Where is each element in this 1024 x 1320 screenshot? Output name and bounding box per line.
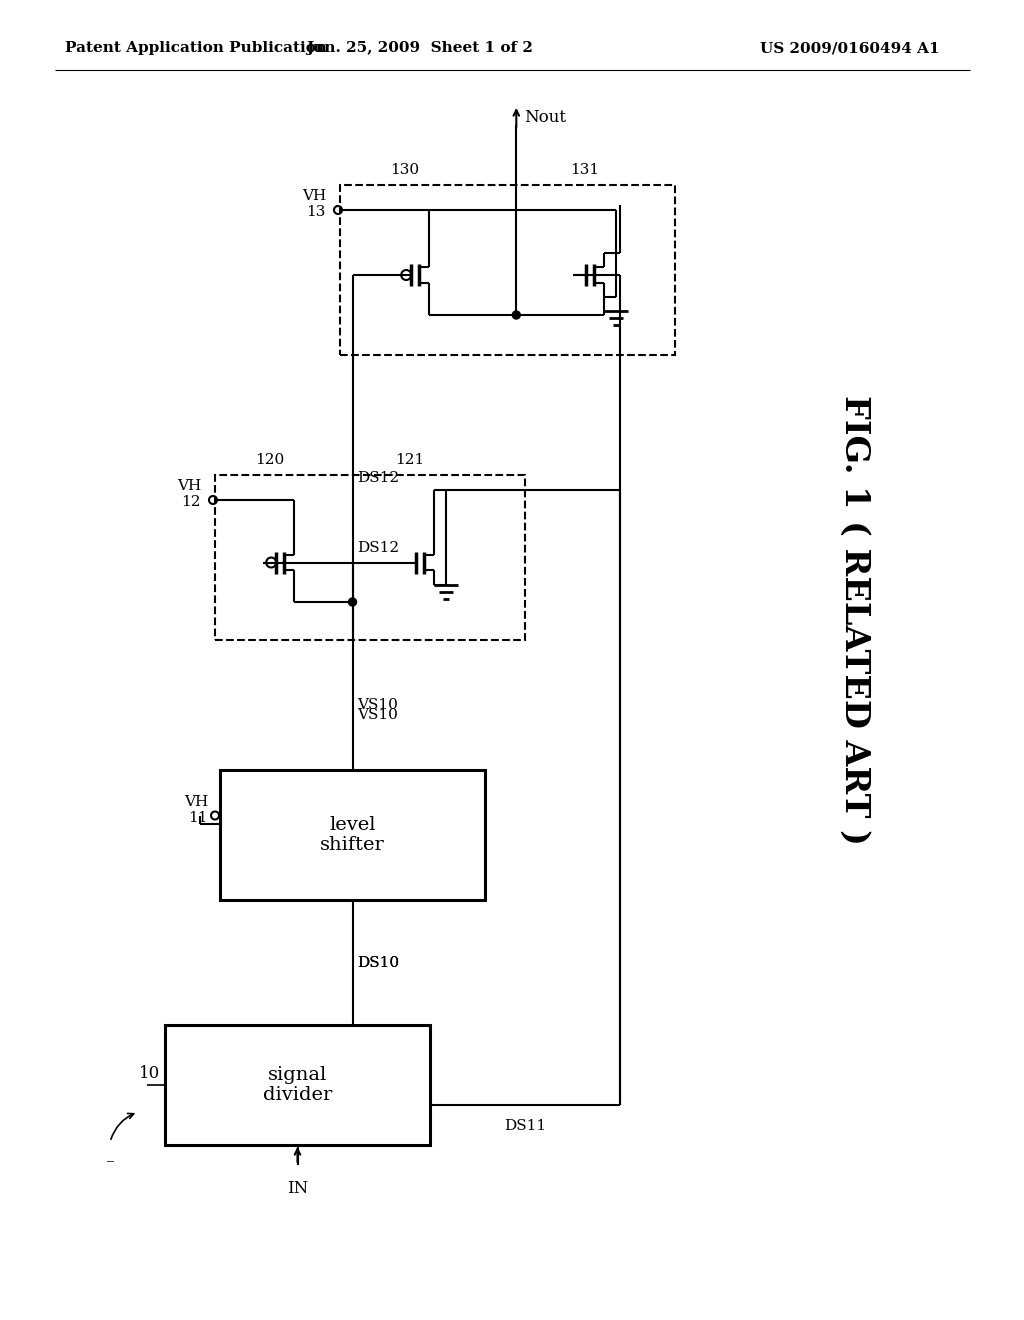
Text: 130: 130 — [390, 162, 420, 177]
Text: Jun. 25, 2009  Sheet 1 of 2: Jun. 25, 2009 Sheet 1 of 2 — [306, 41, 534, 55]
Bar — [220, 770, 485, 900]
Text: 120: 120 — [255, 453, 285, 467]
Text: 11: 11 — [188, 810, 208, 825]
Circle shape — [512, 312, 520, 319]
Text: level
shifter: level shifter — [321, 816, 385, 854]
Text: IN: IN — [287, 1180, 308, 1197]
Bar — [340, 185, 675, 355]
Text: DS10: DS10 — [357, 956, 399, 970]
Text: VH: VH — [302, 189, 326, 203]
Text: signal
divider: signal divider — [263, 1065, 332, 1105]
Text: VS10: VS10 — [357, 708, 398, 722]
Text: 10: 10 — [138, 1064, 160, 1081]
Text: VH: VH — [183, 795, 208, 808]
Text: DS10: DS10 — [357, 956, 399, 970]
Text: Nout: Nout — [524, 108, 566, 125]
Text: 12: 12 — [181, 495, 201, 510]
Text: VS10: VS10 — [357, 698, 398, 711]
Text: _: _ — [106, 1148, 114, 1162]
Text: VH: VH — [177, 479, 201, 492]
Bar — [165, 1026, 430, 1144]
Circle shape — [348, 598, 356, 606]
Text: 121: 121 — [395, 453, 425, 467]
Text: DS12: DS12 — [357, 470, 399, 484]
Text: DS12: DS12 — [357, 540, 399, 554]
Text: DS11: DS11 — [504, 1119, 546, 1133]
Text: US 2009/0160494 A1: US 2009/0160494 A1 — [760, 41, 940, 55]
Text: 13: 13 — [306, 205, 326, 219]
Text: FIG. 1 ( RELATED ART ): FIG. 1 ( RELATED ART ) — [839, 395, 871, 845]
Text: Patent Application Publication: Patent Application Publication — [65, 41, 327, 55]
Bar — [215, 475, 525, 640]
Text: 131: 131 — [570, 162, 600, 177]
